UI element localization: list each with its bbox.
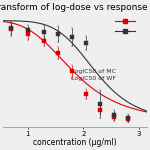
- Text: Transform of log-dose vs response: Transform of log-dose vs response: [0, 3, 147, 12]
- X-axis label: concentration (μg/ml): concentration (μg/ml): [33, 138, 117, 147]
- Text: LogIC50 of MC
LogIC50 of WF: LogIC50 of MC LogIC50 of WF: [71, 69, 116, 81]
